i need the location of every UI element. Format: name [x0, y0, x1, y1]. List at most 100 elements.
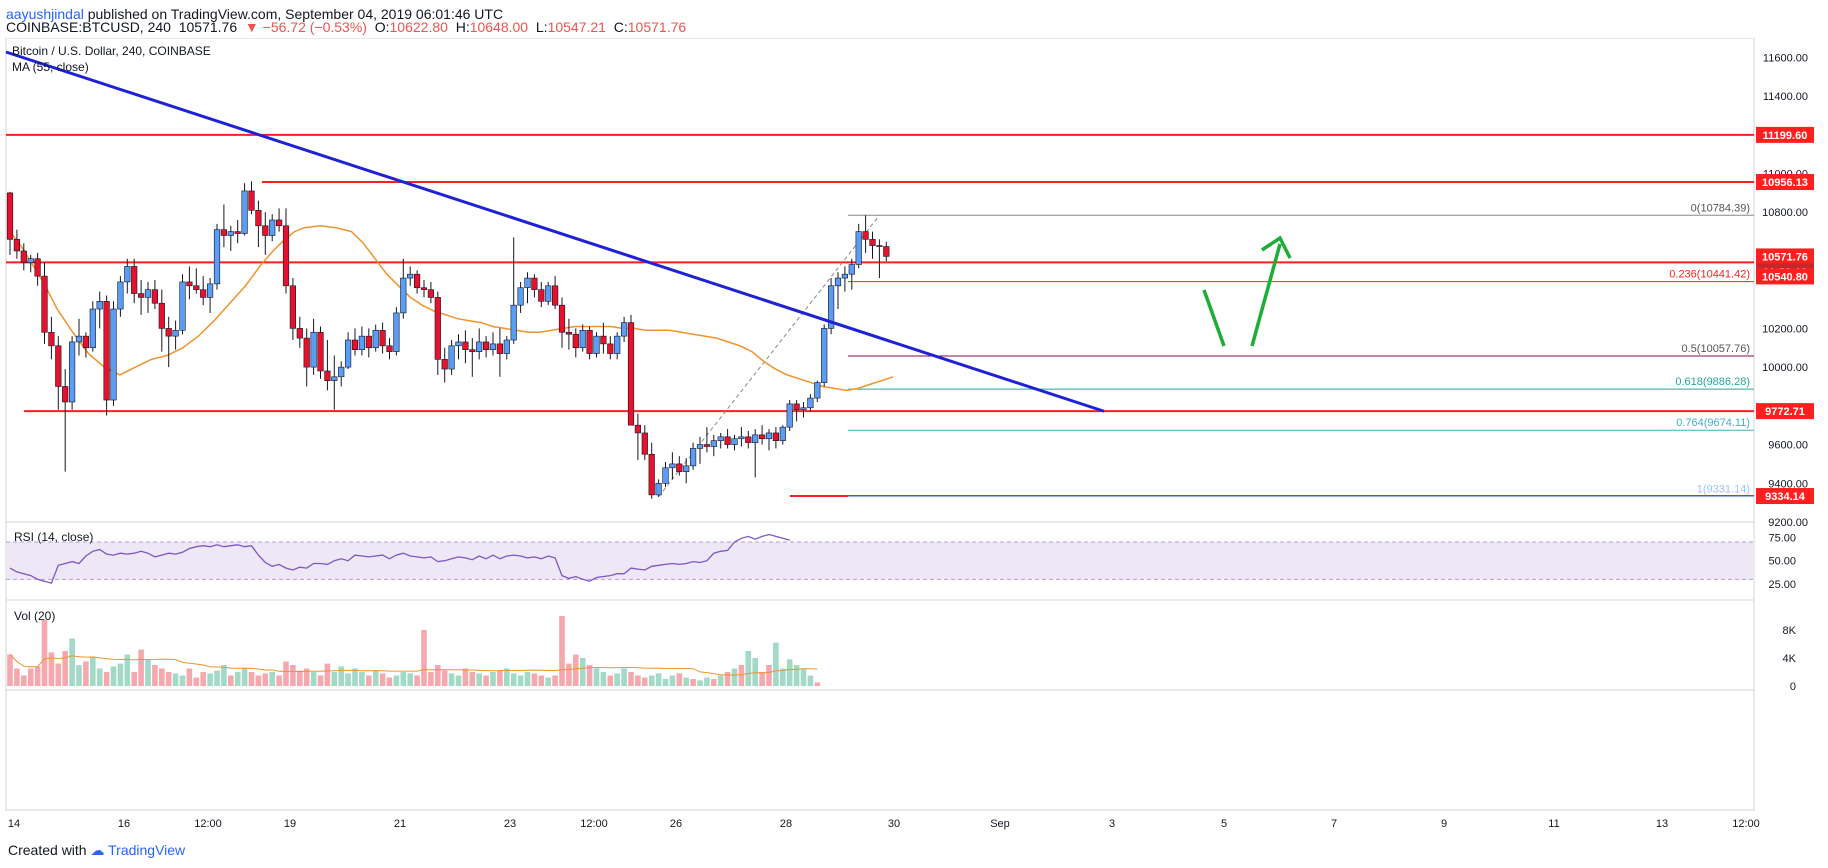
- volume-bar: [586, 665, 593, 686]
- candle-body: [510, 304, 517, 341]
- volume-bar: [186, 668, 193, 686]
- candle-body: [779, 426, 786, 441]
- candle-body: [6, 192, 14, 240]
- author-link[interactable]: aayushjindal: [6, 6, 84, 22]
- volume-bar: [297, 670, 303, 686]
- candle-body: [800, 407, 807, 411]
- created-with: Created with: [8, 842, 87, 858]
- volume-bar: [655, 673, 662, 686]
- candle-body: [710, 440, 717, 447]
- candle-body: [717, 436, 724, 441]
- volume-bar: [690, 679, 696, 686]
- candle-body: [407, 273, 414, 279]
- up-arrow-leg: [1250, 243, 1282, 347]
- candle-body: [758, 434, 766, 440]
- volume-bar: [372, 670, 379, 686]
- candle-body: [351, 339, 359, 350]
- volume-bar: [34, 666, 41, 686]
- volume-bar: [310, 672, 317, 686]
- rsi-tick-label: 25.00: [1768, 579, 1796, 591]
- volume-bar: [172, 673, 179, 686]
- symbol-name: COINBASE:BTCUSD, 240: [6, 19, 171, 35]
- volume-bar: [621, 668, 627, 686]
- candle-body: [55, 345, 62, 387]
- price-tags: 11199.6010956.1310571.7601:58:1910540.80…: [1756, 126, 1814, 505]
- candle-body: [386, 345, 393, 352]
- ma-legend: MA (55, close): [12, 60, 89, 74]
- rsi-tick-label: 75.00: [1768, 532, 1796, 544]
- candle-body: [593, 335, 600, 354]
- time-tick-label: 7: [1331, 818, 1337, 830]
- volume-pane: 8K 4K 0: [7, 616, 1797, 693]
- volume-bar: [697, 680, 703, 686]
- volume-bar: [228, 675, 234, 686]
- price-change: ▼ −56.72 (−0.53%): [244, 19, 367, 35]
- candle-body: [324, 370, 331, 381]
- fib-level-label: 0.764(9674.11): [1676, 417, 1750, 429]
- candle-body: [731, 438, 738, 445]
- price-tag-label: 10540.80: [1762, 271, 1808, 283]
- candle-body: [669, 463, 676, 469]
- volume-bar: [200, 672, 206, 686]
- volume-bar: [262, 673, 269, 686]
- candle-body: [262, 225, 269, 236]
- tradingview-link[interactable]: TradingView: [108, 842, 186, 858]
- candle-body: [275, 219, 283, 227]
- candle-body: [62, 386, 69, 403]
- candle-body: [862, 231, 869, 240]
- volume-bar: [807, 675, 814, 686]
- rsi-legend: RSI (14, close): [14, 530, 93, 544]
- ma-55-line: [9, 225, 894, 392]
- candle-body: [289, 285, 297, 329]
- candle-body: [255, 210, 262, 227]
- candle-body: [110, 308, 117, 401]
- candle-body: [634, 424, 641, 434]
- candle-body: [579, 330, 586, 349]
- candle-body: [117, 281, 124, 310]
- price-tick-label: 10200.00: [1762, 323, 1808, 335]
- candle-body: [586, 330, 593, 354]
- last-price: 10571.76: [178, 19, 238, 35]
- candle-body: [34, 258, 41, 277]
- volume-bar: [366, 675, 372, 686]
- price-tag-label: 9772.71: [1765, 406, 1805, 418]
- volume-bar: [276, 675, 282, 686]
- volume-bar: [345, 673, 351, 686]
- volume-bar: [662, 679, 669, 686]
- candle-body: [648, 453, 655, 496]
- price-tag-box: [1756, 403, 1814, 420]
- candle-body: [427, 289, 435, 298]
- chart-canvas[interactable]: 0(10784.39) 0.236(10441.42) 0.5(10057.76) 0…: [0, 38, 1828, 848]
- volume-bar: [386, 677, 393, 686]
- volume-bar: [248, 672, 255, 686]
- volume-bar: [648, 675, 655, 686]
- price-tick-label: 11600.00: [1763, 52, 1808, 64]
- time-tick-label: 12:00: [1732, 818, 1760, 830]
- fib-level-label: 0.236(10441.42): [1669, 269, 1750, 281]
- volume-bar: [21, 675, 27, 686]
- candle-body: [358, 335, 366, 350]
- down-arrow-leg: [1202, 289, 1226, 347]
- grid: [6, 38, 1755, 810]
- candle-body: [814, 382, 821, 399]
- volume-tick-label: 0: [1790, 681, 1796, 693]
- volume-bar: [717, 675, 724, 686]
- time-tick-label: 9: [1441, 818, 1447, 830]
- volume-bar: [62, 651, 68, 686]
- candle-body: [193, 285, 200, 290]
- candle-body: [876, 245, 883, 247]
- candle-body: [565, 331, 572, 335]
- volume-bar: [103, 672, 110, 686]
- volume-bar: [800, 668, 807, 686]
- candle-body: [503, 339, 510, 354]
- candle-body: [393, 312, 400, 352]
- volume-bar: [241, 668, 248, 686]
- candle-body: [303, 337, 310, 368]
- volume-bar: [14, 668, 20, 686]
- volume-bar: [55, 663, 62, 686]
- candle-body: [138, 293, 145, 298]
- volume-bar: [552, 675, 558, 686]
- candle-body: [841, 273, 848, 279]
- volume-bar: [469, 672, 476, 686]
- candle-body: [69, 341, 76, 403]
